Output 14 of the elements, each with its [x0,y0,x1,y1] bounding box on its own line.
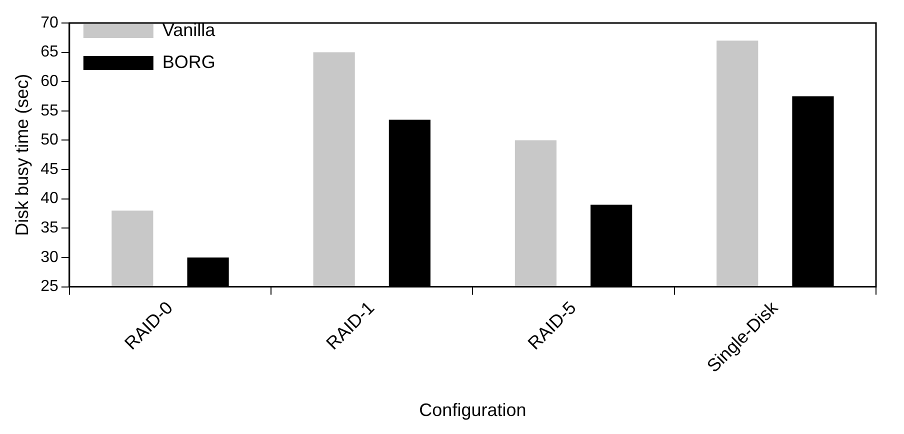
y-tick-label: 40 [40,190,58,208]
legend-label: Vanilla [162,20,216,40]
y-tick-label: 70 [40,14,58,32]
y-tick-label: 60 [40,73,58,90]
x-axis-title: Configuration [419,400,526,420]
y-tick-label: 30 [40,248,58,266]
y-tick-label: 45 [40,160,58,178]
y-tick-label: 55 [40,102,58,120]
legend-label: BORG [162,52,216,72]
y-tick-label: 35 [40,220,58,237]
y-tick-label: 65 [40,44,58,61]
y-axis-title: Disk busy time (sec) [12,74,32,236]
y-tick-label: 50 [40,132,58,149]
y-tick-label: 25 [40,278,58,296]
